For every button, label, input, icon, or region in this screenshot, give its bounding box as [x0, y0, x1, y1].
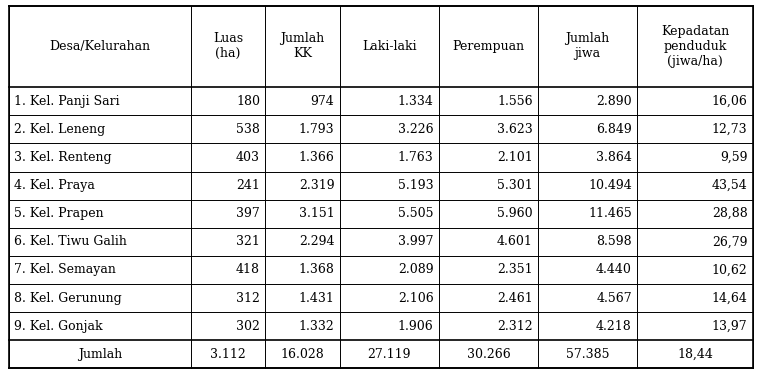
Text: 57.385: 57.385	[566, 348, 610, 361]
Text: 5.505: 5.505	[398, 207, 434, 220]
Text: 2.890: 2.890	[596, 95, 632, 108]
Text: 6.849: 6.849	[596, 123, 632, 136]
Text: 8. Kel. Gerunung: 8. Kel. Gerunung	[14, 292, 122, 304]
Text: 4.218: 4.218	[596, 320, 632, 333]
Text: 28,88: 28,88	[712, 207, 748, 220]
Text: 974: 974	[311, 95, 335, 108]
Text: 3.112: 3.112	[210, 348, 246, 361]
Text: 2.351: 2.351	[497, 264, 533, 276]
Text: 26,79: 26,79	[712, 235, 748, 248]
Text: 18,44: 18,44	[677, 348, 713, 361]
Text: 312: 312	[236, 292, 260, 304]
Text: 9,59: 9,59	[720, 151, 748, 164]
Text: 1.793: 1.793	[299, 123, 335, 136]
Text: 2.101: 2.101	[497, 151, 533, 164]
Text: 1.763: 1.763	[398, 151, 434, 164]
Text: Desa/Kelurahan: Desa/Kelurahan	[50, 40, 151, 53]
Text: 12,73: 12,73	[712, 123, 748, 136]
Text: 30.266: 30.266	[466, 348, 511, 361]
Text: 403: 403	[236, 151, 260, 164]
Text: 4. Kel. Praya: 4. Kel. Praya	[14, 179, 95, 192]
Text: 418: 418	[236, 264, 260, 276]
Text: 11.465: 11.465	[588, 207, 632, 220]
Text: 397: 397	[236, 207, 260, 220]
Text: 8.598: 8.598	[596, 235, 632, 248]
Text: Luas
(ha): Luas (ha)	[213, 33, 243, 61]
Text: 538: 538	[236, 123, 260, 136]
Text: 3.623: 3.623	[497, 123, 533, 136]
Text: 1. Kel. Panji Sari: 1. Kel. Panji Sari	[14, 95, 120, 108]
Text: Kepadatan
penduduk
(jiwa/ha): Kepadatan penduduk (jiwa/ha)	[661, 25, 729, 68]
Text: 2. Kel. Leneng: 2. Kel. Leneng	[14, 123, 106, 136]
Text: 10,62: 10,62	[712, 264, 748, 276]
Text: 2.319: 2.319	[299, 179, 335, 192]
Text: 4.601: 4.601	[497, 235, 533, 248]
Text: 3.997: 3.997	[398, 235, 434, 248]
Text: 5.301: 5.301	[497, 179, 533, 192]
Text: 1.431: 1.431	[299, 292, 335, 304]
Text: 27.119: 27.119	[367, 348, 411, 361]
Text: 5.960: 5.960	[497, 207, 533, 220]
Text: 14,64: 14,64	[712, 292, 748, 304]
Text: 3.226: 3.226	[398, 123, 434, 136]
Text: 5. Kel. Prapen: 5. Kel. Prapen	[14, 207, 104, 220]
Text: Jumlah
jiwa: Jumlah jiwa	[565, 33, 610, 61]
Text: 241: 241	[236, 179, 260, 192]
Text: 1.368: 1.368	[299, 264, 335, 276]
Text: 5.193: 5.193	[398, 179, 434, 192]
Text: 6. Kel. Tiwu Galih: 6. Kel. Tiwu Galih	[14, 235, 127, 248]
Text: 7. Kel. Semayan: 7. Kel. Semayan	[14, 264, 117, 276]
Text: 2.461: 2.461	[497, 292, 533, 304]
Text: 3.151: 3.151	[299, 207, 335, 220]
Text: 3.864: 3.864	[596, 151, 632, 164]
Text: 9. Kel. Gonjak: 9. Kel. Gonjak	[14, 320, 103, 333]
Text: Jumlah
KK: Jumlah KK	[280, 33, 325, 61]
Text: 4.440: 4.440	[596, 264, 632, 276]
Text: 2.312: 2.312	[497, 320, 533, 333]
Text: 4.567: 4.567	[596, 292, 632, 304]
Text: 321: 321	[236, 235, 260, 248]
Text: 43,54: 43,54	[712, 179, 748, 192]
Text: 1.906: 1.906	[398, 320, 434, 333]
Text: 1.556: 1.556	[497, 95, 533, 108]
Text: 2.089: 2.089	[398, 264, 434, 276]
Text: 16,06: 16,06	[712, 95, 748, 108]
Text: Perempuan: Perempuan	[453, 40, 524, 53]
Text: 13,97: 13,97	[712, 320, 748, 333]
Text: 302: 302	[236, 320, 260, 333]
Text: 180: 180	[236, 95, 260, 108]
Text: Laki-laki: Laki-laki	[362, 40, 417, 53]
Text: 3. Kel. Renteng: 3. Kel. Renteng	[14, 151, 112, 164]
Text: Jumlah: Jumlah	[78, 348, 122, 361]
Text: 2.106: 2.106	[398, 292, 434, 304]
Text: 1.366: 1.366	[299, 151, 335, 164]
Text: 16.028: 16.028	[280, 348, 325, 361]
Text: 1.334: 1.334	[398, 95, 434, 108]
Text: 1.332: 1.332	[299, 320, 335, 333]
Text: 10.494: 10.494	[588, 179, 632, 192]
Text: 2.294: 2.294	[299, 235, 335, 248]
